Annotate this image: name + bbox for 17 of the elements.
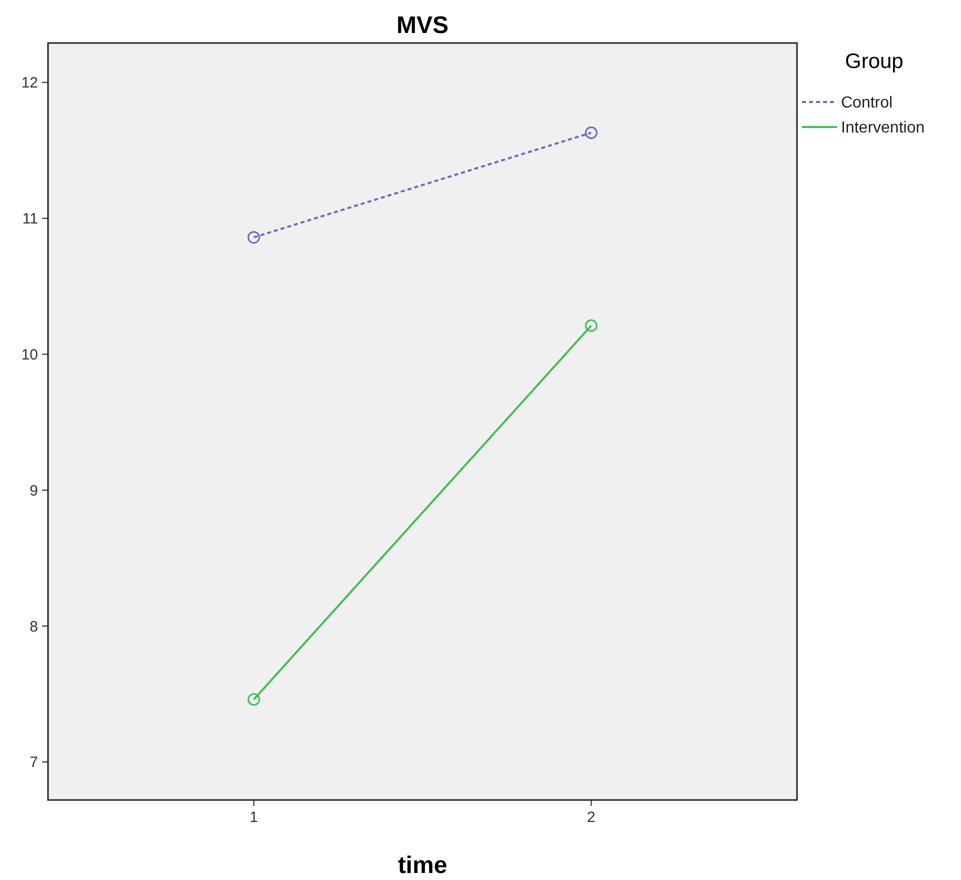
point xyxy=(248,693,260,706)
y-tick-label: 11 xyxy=(22,210,38,228)
y-tick-label: 7 xyxy=(30,754,38,772)
point xyxy=(584,319,598,332)
y-tick-label: 12 xyxy=(21,74,38,92)
x-tick-label: 1 xyxy=(250,809,258,826)
legend-label: Intervention xyxy=(841,120,925,137)
legend-label: Control xyxy=(841,94,893,112)
x-tick-label: 2 xyxy=(587,809,596,826)
legend-title: Group xyxy=(845,50,904,73)
y-tick-label: 9 xyxy=(30,482,38,500)
x-axis-title: time xyxy=(398,852,448,879)
y-tick-label: 8 xyxy=(30,618,38,636)
point xyxy=(248,231,260,244)
point xyxy=(584,126,598,139)
y-tick-label: 10 xyxy=(21,346,38,364)
chart-title: MVS xyxy=(396,12,449,39)
